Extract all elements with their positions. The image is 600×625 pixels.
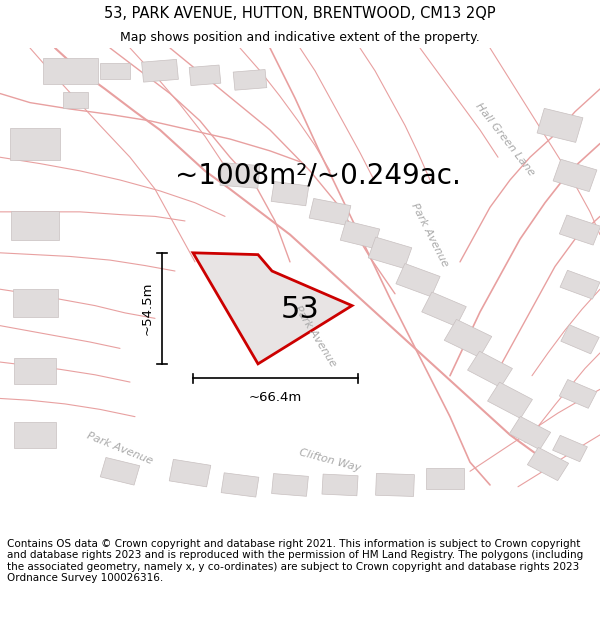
Bar <box>220 162 260 188</box>
Bar <box>11 211 59 240</box>
Text: Park Avenue: Park Avenue <box>86 431 154 466</box>
Bar <box>561 325 599 354</box>
Text: Clifton Way: Clifton Way <box>298 448 362 473</box>
Bar <box>271 181 309 206</box>
Text: Contains OS data © Crown copyright and database right 2021. This information is : Contains OS data © Crown copyright and d… <box>7 539 583 583</box>
Text: Park Avenue: Park Avenue <box>410 201 451 268</box>
Bar <box>560 270 600 299</box>
Bar <box>537 108 583 142</box>
Bar <box>444 319 492 357</box>
Polygon shape <box>193 253 352 364</box>
Bar <box>322 474 358 496</box>
Text: Map shows position and indicative extent of the property.: Map shows position and indicative extent… <box>120 31 480 44</box>
Bar <box>142 59 178 82</box>
Bar <box>376 473 415 496</box>
Bar <box>14 422 56 447</box>
Bar <box>422 292 466 326</box>
Bar <box>509 416 551 449</box>
Bar <box>553 436 587 462</box>
Text: 53, PARK AVENUE, HUTTON, BRENTWOOD, CM13 2QP: 53, PARK AVENUE, HUTTON, BRENTWOOD, CM13… <box>104 6 496 21</box>
Text: ~66.4m: ~66.4m <box>249 391 302 404</box>
Bar <box>272 474 308 496</box>
Bar <box>309 199 351 225</box>
Bar <box>553 159 597 192</box>
Text: 53: 53 <box>281 295 319 324</box>
Bar <box>100 62 130 79</box>
Bar <box>14 358 56 384</box>
Bar <box>426 468 464 489</box>
Bar <box>340 221 380 248</box>
Bar <box>10 127 60 159</box>
Bar <box>13 289 58 316</box>
Text: ~54.5m: ~54.5m <box>141 282 154 335</box>
Bar <box>368 237 412 269</box>
Bar <box>221 472 259 497</box>
Bar <box>527 448 569 481</box>
Bar <box>189 65 221 86</box>
Bar <box>233 69 267 90</box>
Bar <box>43 58 97 84</box>
Text: Park Avenue: Park Avenue <box>292 304 338 369</box>
Text: ~1008m²/~0.249ac.: ~1008m²/~0.249ac. <box>175 161 461 189</box>
Bar <box>100 458 140 485</box>
Bar <box>467 351 512 388</box>
Bar <box>62 92 88 108</box>
Bar <box>559 215 600 245</box>
Text: Hall Green Lane: Hall Green Lane <box>473 101 536 178</box>
Bar <box>559 379 597 408</box>
Bar <box>488 382 532 418</box>
Bar <box>169 459 211 487</box>
Bar <box>396 264 440 297</box>
